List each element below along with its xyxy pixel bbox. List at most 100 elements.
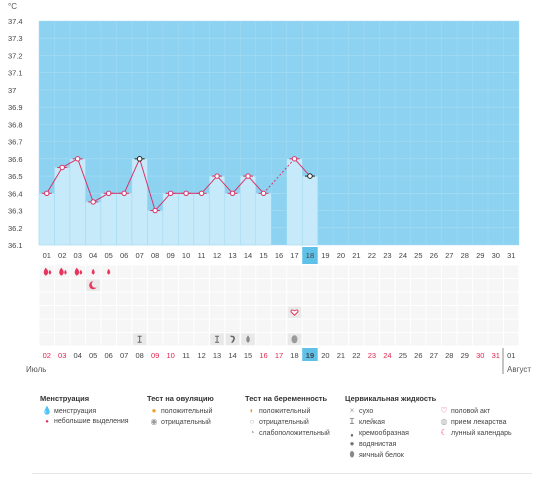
day-tick-label: 05 xyxy=(105,251,113,260)
icon-grid-cell xyxy=(116,265,132,278)
icon-grid-cell xyxy=(349,265,364,278)
calendar-date: 15 xyxy=(244,351,252,360)
icon-grid-cell xyxy=(442,279,457,292)
icon-grid-cell xyxy=(163,292,178,305)
data-point xyxy=(75,156,81,162)
icon-grid-cell xyxy=(426,333,442,346)
legend-item: ◍ прием лекарства xyxy=(437,416,512,427)
creamy-icon: ❟ xyxy=(350,428,354,437)
moon-icon-mask xyxy=(91,280,99,288)
icon-grid-cell xyxy=(178,333,194,346)
series-line-segment xyxy=(61,158,78,168)
data-point xyxy=(245,173,251,179)
icon-grid-cell xyxy=(302,279,318,292)
legend-item: 💧 менструация xyxy=(40,405,129,416)
icon-grid-cell xyxy=(333,265,349,278)
icon-grid-cell xyxy=(256,306,271,319)
icon-grid-cell xyxy=(488,319,504,332)
day-tick-label: 15 xyxy=(259,251,267,260)
calendar-today-highlight xyxy=(302,348,318,361)
legend-item-label: слабоположительный xyxy=(259,430,330,437)
day-tick-label: 19 xyxy=(321,251,329,260)
calendar-date: 01 xyxy=(507,351,515,360)
icon-grid-cell xyxy=(54,306,70,319)
icon-grid-cell xyxy=(132,292,147,305)
series-line-segment xyxy=(154,192,171,211)
legend-item: ● водянистая xyxy=(345,438,436,449)
icon-grid-cell xyxy=(333,333,349,346)
icon-grid-cell xyxy=(395,292,411,305)
legend-item: ☾ лунный календарь xyxy=(437,427,511,438)
icon-grid-cell xyxy=(287,319,302,332)
menstruation-drop-icon xyxy=(64,269,67,275)
icon-grid-cell xyxy=(380,319,395,332)
icon-grid-cell xyxy=(194,333,209,346)
series-line-segment xyxy=(46,167,63,194)
day-tick-label: 17 xyxy=(290,251,298,260)
icon-grid-cell xyxy=(178,319,194,332)
icon-grid-cell xyxy=(442,333,457,346)
day-tick-label: 09 xyxy=(166,251,174,260)
legend-menstruation-title: Менструация xyxy=(40,394,90,403)
icon-grid-cell xyxy=(209,306,225,319)
icon-grid-cell xyxy=(287,265,302,278)
day-tick-label: 20 xyxy=(337,251,345,260)
temperature-bar xyxy=(224,193,241,246)
legend-pregnancy-title: Тест на беременность xyxy=(245,394,328,403)
series-line-segment xyxy=(294,158,311,177)
day-tick-label: 04 xyxy=(89,251,97,260)
day-tick-label: 28 xyxy=(461,251,469,260)
dry-icon: × xyxy=(349,406,355,415)
icon-grid-cell xyxy=(147,333,163,346)
icon-grid-cell xyxy=(287,292,302,305)
icon-grid-cell xyxy=(426,306,442,319)
icon-grid-cell xyxy=(85,333,101,346)
icon-grid-cell xyxy=(147,279,163,292)
icon-grid-cell xyxy=(364,333,380,346)
icon-grid-cell xyxy=(302,306,318,319)
icon-grid-cell xyxy=(147,265,163,278)
legend-ovulation-title: Тест на овуляцию xyxy=(147,394,214,403)
month-label-right: Август xyxy=(507,365,531,374)
icon-grid-cell xyxy=(302,292,318,305)
spotting-drop-icon: ● xyxy=(45,419,49,425)
icon-grid-cell xyxy=(147,292,163,305)
icon-grid-cell xyxy=(225,306,240,319)
icon-grid-cell xyxy=(349,279,364,292)
icon-grid-cell xyxy=(395,333,411,346)
day-tick-label: 30 xyxy=(492,251,500,260)
icon-grid-cell xyxy=(395,319,411,332)
temperature-bar xyxy=(85,201,102,246)
data-point xyxy=(121,190,127,197)
icon-grid-cell xyxy=(225,265,240,278)
day-tick-label: 14 xyxy=(244,251,252,260)
data-point xyxy=(59,164,65,171)
legend-ovulation-test: Тест на овуляцию ● положительный ◉ отрицат… xyxy=(147,392,214,427)
icon-grid-cell xyxy=(132,319,147,332)
calendar-date: 10 xyxy=(166,351,174,360)
icon-grid-cell xyxy=(70,319,85,332)
temperature-bar xyxy=(147,210,164,246)
icon-grid-cell xyxy=(364,292,380,305)
icon-grid-cell xyxy=(488,265,504,278)
calendar-date: 22 xyxy=(352,351,360,360)
menstruation-drop-icon xyxy=(48,269,52,275)
icon-grid-cell xyxy=(256,333,271,346)
egg-white-icon: ⬮ xyxy=(349,450,355,459)
data-point xyxy=(198,190,205,197)
legend-item-label: отрицательный xyxy=(259,419,309,426)
icon-grid-cell xyxy=(411,279,426,292)
icon-grid-cell xyxy=(132,279,147,292)
icon-grid-cell xyxy=(380,265,395,278)
icon-grid-cell xyxy=(318,292,333,305)
day-tick-label: 10 xyxy=(182,251,190,260)
icon-grid-cell xyxy=(473,333,488,346)
icon-grid-cell xyxy=(39,292,54,305)
icon-grid-cell xyxy=(473,292,488,305)
icon-grid-cell xyxy=(39,306,54,319)
creamy-icon xyxy=(230,335,235,344)
icon-grid-cell xyxy=(240,292,256,305)
legend-item-label: половой акт xyxy=(451,408,491,415)
icon-grid-cell xyxy=(225,279,240,292)
